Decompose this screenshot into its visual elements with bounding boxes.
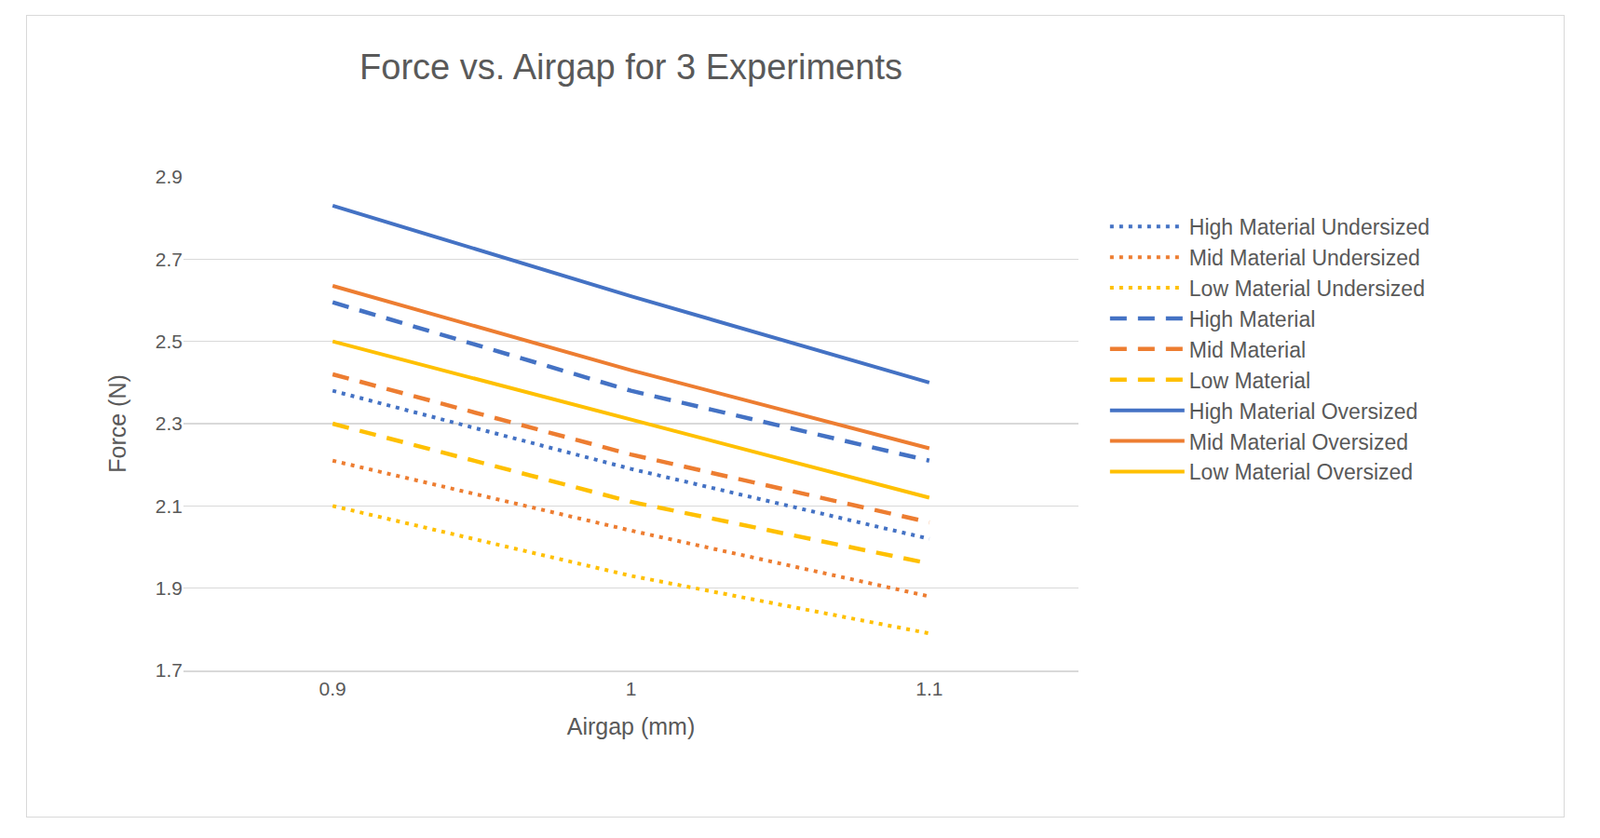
svg-text:Mid Material Oversized: Mid Material Oversized xyxy=(1189,430,1409,455)
svg-text:1.7: 1.7 xyxy=(155,659,183,681)
svg-text:1.9: 1.9 xyxy=(155,577,183,599)
svg-text:Force vs. Airgap for 3 Experim: Force vs. Airgap for 3 Experiments xyxy=(359,47,903,87)
svg-text:High Material Oversized: High Material Oversized xyxy=(1189,399,1418,424)
svg-text:Low Material: Low Material xyxy=(1189,368,1311,394)
svg-text:2.1: 2.1 xyxy=(155,495,183,517)
svg-text:Airgap (mm): Airgap (mm) xyxy=(567,713,696,740)
svg-text:2.7: 2.7 xyxy=(155,248,183,271)
svg-text:Force (N): Force (N) xyxy=(104,374,131,474)
svg-text:Mid Material: Mid Material xyxy=(1189,338,1306,363)
svg-text:2.3: 2.3 xyxy=(155,412,183,434)
svg-text:1.1: 1.1 xyxy=(915,677,943,700)
svg-text:0.9: 0.9 xyxy=(319,677,347,700)
svg-text:High Material: High Material xyxy=(1189,307,1316,332)
svg-text:Low Material Undersized: Low Material Undersized xyxy=(1189,276,1425,301)
svg-text:Low Material Oversized: Low Material Oversized xyxy=(1189,460,1413,485)
svg-text:1: 1 xyxy=(625,677,638,700)
svg-text:2.5: 2.5 xyxy=(155,330,183,353)
svg-text:2.9: 2.9 xyxy=(155,165,183,188)
svg-text:High Material Undersized: High Material Undersized xyxy=(1189,215,1430,240)
svg-text:Mid Material Undersized: Mid Material Undersized xyxy=(1189,245,1421,271)
